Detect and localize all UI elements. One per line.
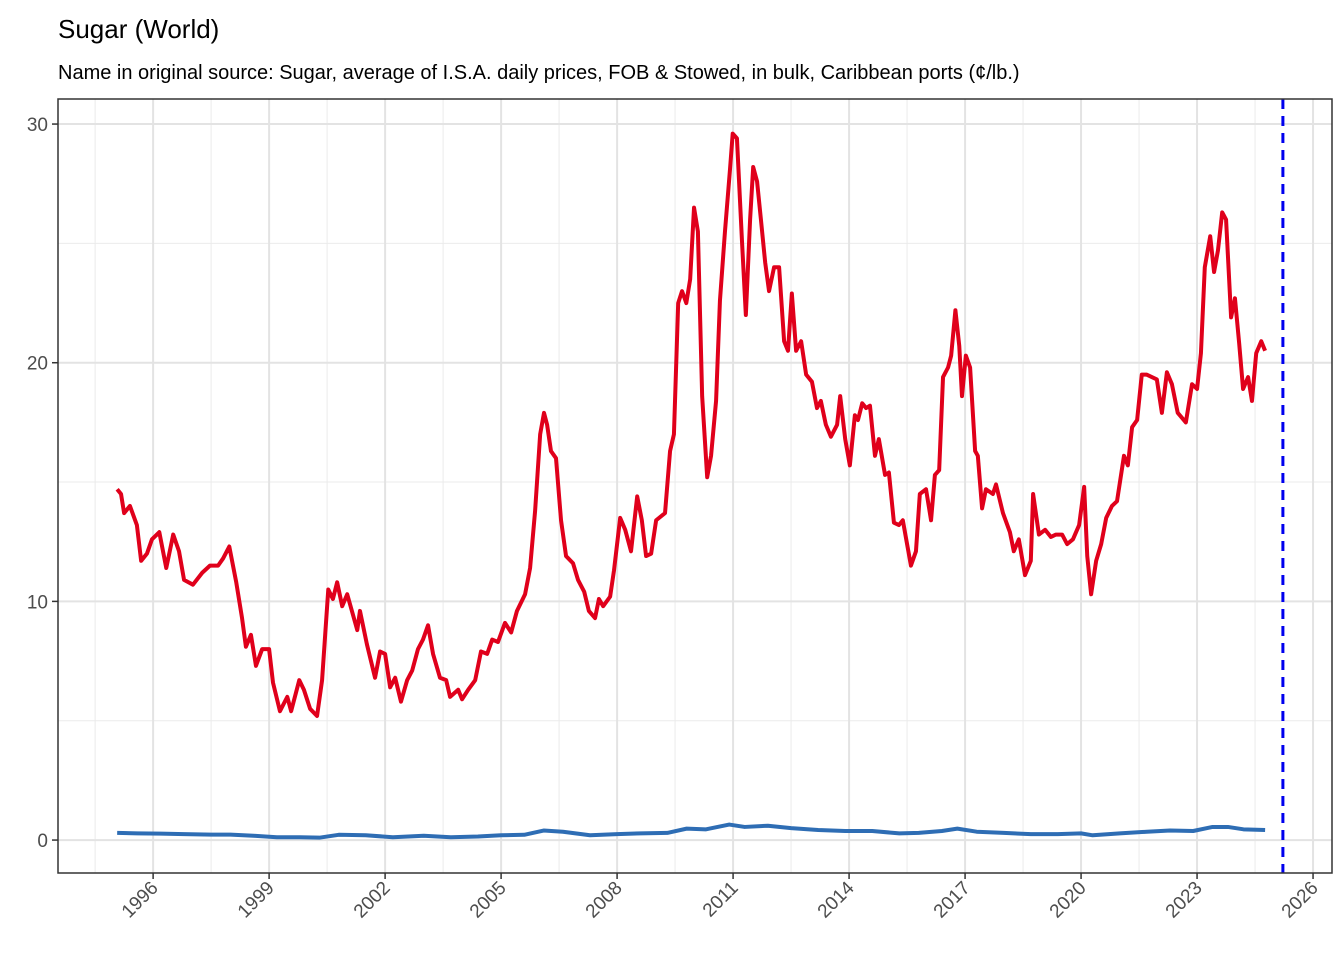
chart-title: Sugar (World) (58, 14, 219, 44)
x-tick-label: 2002 (350, 878, 395, 923)
x-tick-label: 2017 (930, 878, 975, 923)
x-tick-label: 2011 (699, 878, 743, 922)
y-tick-label: 30 (27, 115, 48, 136)
x-tick-label: 2023 (1162, 878, 1207, 923)
x-tick-label: 1996 (118, 878, 163, 923)
x-tick-label: 2014 (814, 877, 859, 922)
x-tick-label: 1999 (234, 878, 279, 923)
panel-border (57, 98, 1333, 874)
chart-subtitle: Name in original source: Sugar, average … (58, 62, 1020, 84)
x-tick-label: 2026 (1278, 878, 1323, 923)
y-tick-label: 20 (27, 354, 48, 375)
series-line (117, 822, 1266, 840)
x-tick-label: 2020 (1046, 878, 1091, 923)
series-line (115, 131, 1267, 718)
x-tick-label: 2005 (466, 878, 511, 923)
y-tick-label: 10 (27, 592, 48, 613)
y-tick-label: 0 (37, 831, 48, 852)
x-tick-label: 2008 (582, 878, 627, 923)
